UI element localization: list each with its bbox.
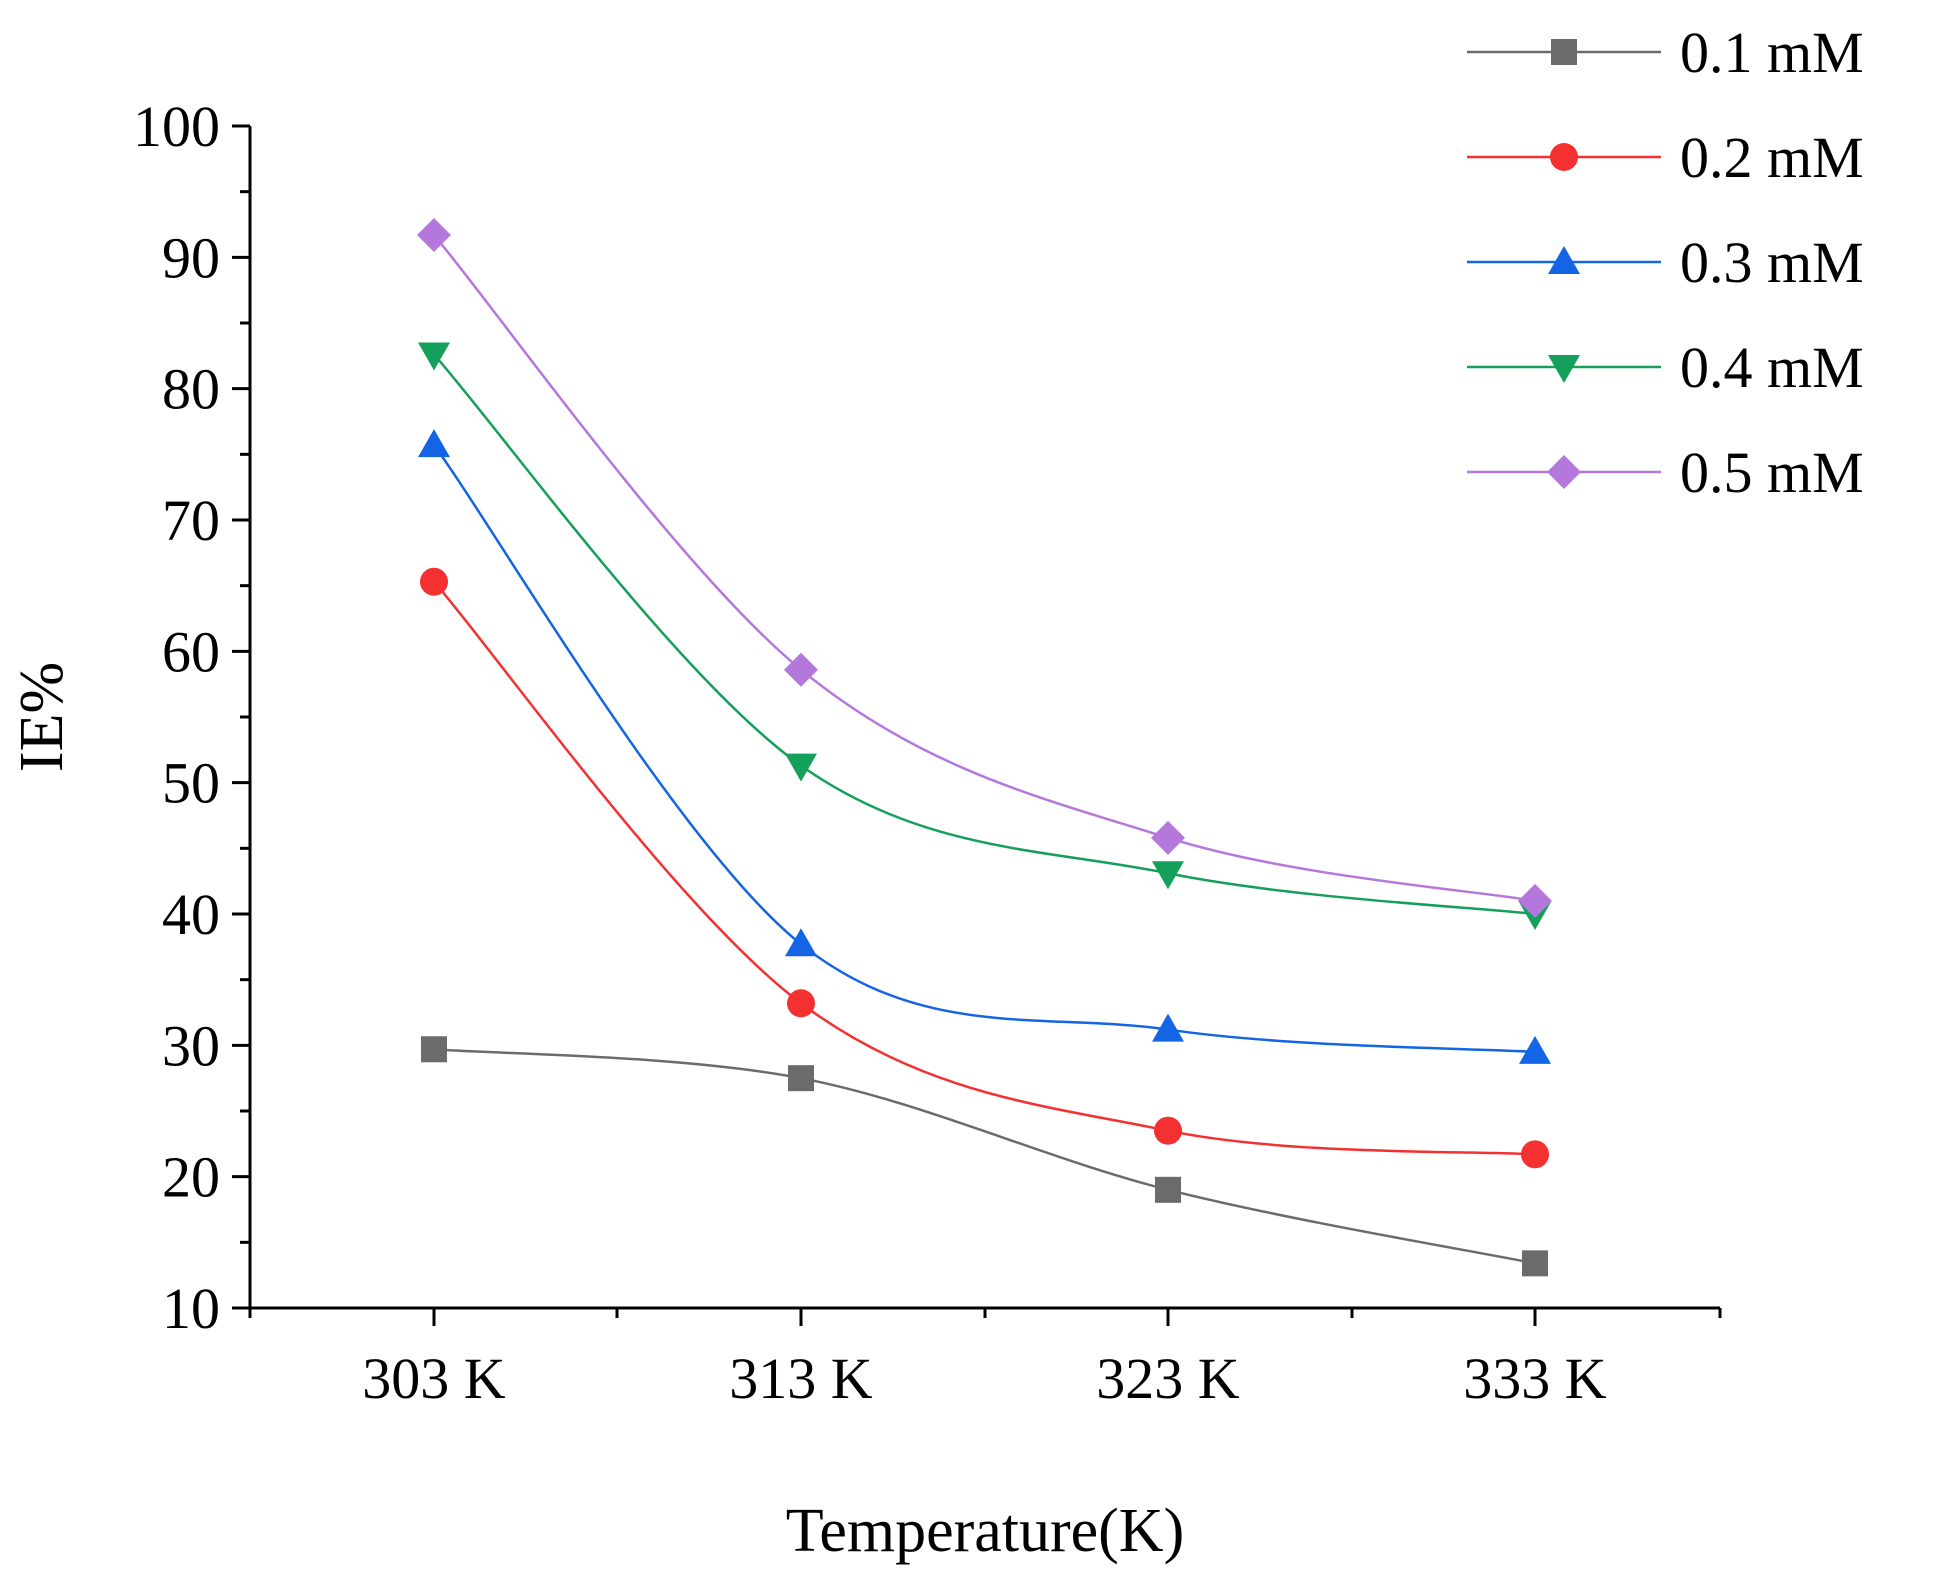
data-point-square	[788, 1065, 814, 1092]
legend-label: 0.2 mM	[1680, 125, 1864, 190]
series-group	[417, 218, 1552, 1277]
legend-item: 0.2 mM	[1467, 125, 1864, 190]
legend-item: 0.3 mM	[1467, 230, 1864, 295]
data-point-triangle-down	[785, 753, 817, 782]
y-tick-label: 40	[162, 882, 220, 947]
y-tick-label: 100	[133, 94, 220, 159]
y-tick-label: 30	[162, 1013, 220, 1078]
y-tick-label: 50	[162, 751, 220, 816]
x-tick-label: 313 K	[729, 1346, 873, 1411]
series-0-5-mM	[417, 218, 1552, 918]
legend-item: 0.4 mM	[1467, 335, 1864, 400]
data-point-circle	[787, 989, 815, 1018]
series-line	[433, 580, 1536, 1156]
data-point-triangle-up	[1519, 1035, 1551, 1064]
y-axis-title: IE%	[8, 662, 76, 772]
data-point-square	[1522, 1250, 1548, 1277]
data-point-triangle-up	[1152, 1013, 1184, 1042]
legend-marker	[1550, 143, 1578, 171]
data-point-triangle-down	[418, 342, 450, 371]
y-tick-label: 90	[162, 225, 220, 290]
legend-label: 0.3 mM	[1680, 230, 1864, 295]
x-tick-label: 323 K	[1096, 1346, 1240, 1411]
data-point-diamond	[1518, 883, 1552, 918]
data-point-diamond	[417, 218, 451, 253]
legend-label: 0.5 mM	[1680, 440, 1864, 505]
x-tick-label: 333 K	[1463, 1346, 1607, 1411]
legend-marker	[1551, 39, 1577, 65]
x-tick-label: 303 K	[362, 1346, 506, 1411]
y-tick-label: 10	[162, 1276, 220, 1341]
data-point-diamond	[1151, 820, 1185, 855]
series-0-4-mM	[418, 342, 1551, 930]
series-0-3-mM	[418, 429, 1551, 1064]
series-line	[433, 353, 1536, 916]
series-0-2-mM	[420, 567, 1549, 1169]
y-tick-label: 20	[162, 1145, 220, 1210]
y-tick-label: 80	[162, 357, 220, 422]
legend-item: 0.5 mM	[1467, 440, 1864, 505]
series-line	[432, 444, 1536, 1054]
y-tick-label: 60	[162, 619, 220, 684]
data-point-circle	[1521, 1140, 1549, 1169]
y-tick-label: 70	[162, 488, 220, 553]
x-ticks: 303 K 313 K 323 K 333 K	[248, 1308, 1722, 1411]
y-ticks: 10 20 30 40 50 60 70 80 90 100	[133, 94, 250, 1341]
x-axis-title: Temperature(K)	[786, 1497, 1184, 1565]
series-line	[433, 234, 1536, 903]
legend-label: 0.4 mM	[1680, 335, 1864, 400]
legend-marker	[1548, 355, 1580, 383]
data-point-diamond	[784, 652, 818, 687]
data-point-square	[421, 1036, 447, 1063]
data-point-triangle-up	[418, 429, 450, 458]
data-point-triangle-down	[1152, 861, 1184, 890]
legend: 0.1 mM 0.2 mM 0.3 mM 0.4 mM 0.5 mM	[1467, 20, 1864, 505]
series-line	[433, 1048, 1536, 1265]
series-0-1-mM	[421, 1036, 1548, 1277]
legend-item: 0.1 mM	[1467, 20, 1864, 85]
data-point-square	[1155, 1176, 1181, 1203]
legend-label: 0.1 mM	[1680, 20, 1864, 85]
data-point-circle	[420, 567, 448, 596]
legend-marker	[1547, 455, 1581, 489]
data-point-triangle-up	[785, 928, 817, 957]
legend-marker	[1548, 246, 1580, 274]
data-point-circle	[1154, 1116, 1182, 1145]
